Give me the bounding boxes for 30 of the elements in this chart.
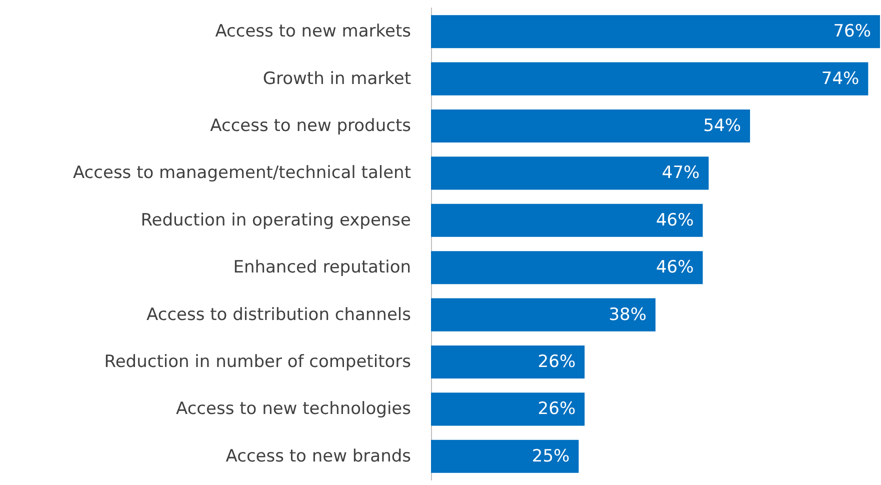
y-tick-label: Access to new technologies [176,399,412,420]
y-tick-label: Access to new markets [215,22,412,42]
bar [431,298,656,332]
bar [431,392,585,426]
bar [431,345,585,379]
data-label: 26% [538,352,576,372]
y-tick-label: Access to distribution channels [146,304,412,325]
data-label: 47% [662,163,700,184]
data-label: 74% [821,68,860,89]
data-label: 54% [703,116,742,136]
y-tick-label: Reduction in operating expense [140,210,411,230]
data-label: 46% [656,210,694,230]
y-tick-label: Access to new products [210,116,412,136]
bar [431,156,709,190]
bar [431,440,579,473]
y-tick-label: Access to new brands [226,446,412,466]
bar [431,15,880,48]
y-tick-label: Enhanced reputation [233,258,411,278]
data-label: 26% [538,399,576,420]
y-tick-label: Access to management/technical talent [72,163,412,184]
bar [431,204,703,237]
bar [431,251,703,284]
data-label: 76% [833,22,871,42]
data-label: 46% [656,258,694,278]
data-label: 38% [608,304,646,325]
data-label: 25% [532,446,570,466]
bar [431,109,750,143]
bar [431,62,868,96]
y-tick-label: Reduction in number of competitors [104,352,412,372]
y-tick-label: Growth in market [262,68,412,89]
